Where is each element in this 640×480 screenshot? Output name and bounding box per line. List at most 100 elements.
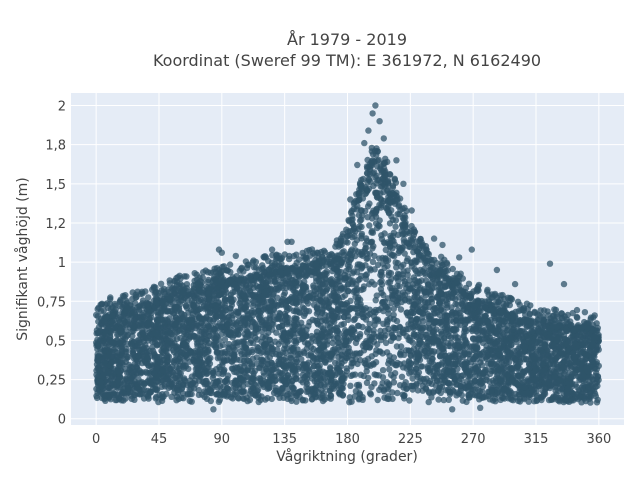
scatter-point [551,361,558,368]
scatter-point [430,348,438,355]
scatter-point [358,207,365,214]
scatter-point [347,297,354,304]
scatter-point [368,336,375,343]
scatter-point [310,345,317,353]
data-points [93,102,602,413]
scatter-point [203,314,210,321]
scatter-point [129,364,136,371]
scatter-point [93,340,101,348]
scatter-point [570,397,577,404]
scatter-point [368,353,375,360]
scatter-point [346,394,353,401]
scatter-point [254,303,261,310]
scatter-point [401,250,408,257]
scatter-point [281,330,288,338]
scatter-point [372,297,379,304]
scatter-point [457,387,464,395]
scatter-point [229,314,236,322]
scatter-point [371,252,378,260]
scatter-point [230,320,237,327]
scatter-point [459,397,466,404]
scatter-point [371,169,378,176]
scatter-point [270,316,278,324]
scatter-point [305,385,312,393]
scatter-point [164,340,171,348]
scatter-point [233,339,240,346]
scatter-point [366,222,373,229]
scatter-point [454,301,461,308]
scatter-point [390,379,398,386]
scatter-point [337,268,344,276]
scatter-point [402,379,409,386]
scatter-point [503,348,510,355]
scatter-point [378,272,386,279]
scatter-point [383,205,391,212]
scatter-point [452,334,459,341]
scatter-point [338,285,345,292]
scatter-point [181,357,188,364]
scatter-point [438,331,445,338]
scatter-point [205,358,212,365]
scatter-point [441,313,448,321]
scatter-point [576,373,583,380]
scatter-point [251,381,258,388]
chart-title-line1: År 1979 - 2019 [287,30,407,49]
scatter-point [224,372,232,379]
scatter-point [500,340,507,348]
scatter-point [501,318,508,326]
scatter-point [444,386,452,394]
scatter-point [386,243,394,250]
scatter-point [374,341,381,348]
scatter-point [344,354,351,361]
scatter-point [278,322,286,330]
scatter-point [450,326,457,333]
scatter-point [587,334,595,341]
scatter-point [391,253,398,260]
scatter-point [482,366,489,374]
scatter-point [156,391,163,399]
scatter-point [204,370,211,377]
scatter-point [334,335,342,342]
scatter-point [482,312,489,320]
scatter-point [373,180,380,187]
scatter-point [393,343,401,350]
scatter-point [94,357,101,364]
scatter-point [257,312,264,320]
scatter-point [323,296,330,303]
scatter-point [387,371,395,379]
scatter-point [186,358,194,365]
scatter-point [274,391,281,398]
scatter-point [269,326,276,333]
scatter-point [576,361,583,369]
scatter-point [394,359,401,367]
scatter-point [380,386,388,393]
scatter-point [400,384,407,391]
scatter-point [338,384,346,392]
scatter-point [322,280,329,287]
scatter-point [195,386,202,394]
scatter-point [515,327,523,334]
scatter-point [291,334,298,341]
scatter-point [187,385,195,392]
scatter-point [222,378,229,385]
scatter-point [425,398,432,406]
scatter-point [457,321,464,329]
scatter-point [587,399,594,406]
scatter-point [372,213,380,221]
scatter-point [316,281,323,289]
scatter-point [298,356,305,363]
scatter-point [310,363,318,370]
scatter-point [245,284,252,292]
scatter-point [386,279,394,286]
scatter-point [215,391,223,399]
scatter-point [375,372,383,379]
scatter-point [118,397,125,404]
scatter-point [250,299,257,306]
scatter-point [335,344,342,351]
scatter-point [377,195,384,202]
scatter-point [365,361,373,369]
scatter-point [247,387,254,394]
scatter-point [275,313,282,320]
scatter-point [292,339,300,347]
scatter-point [284,339,291,346]
